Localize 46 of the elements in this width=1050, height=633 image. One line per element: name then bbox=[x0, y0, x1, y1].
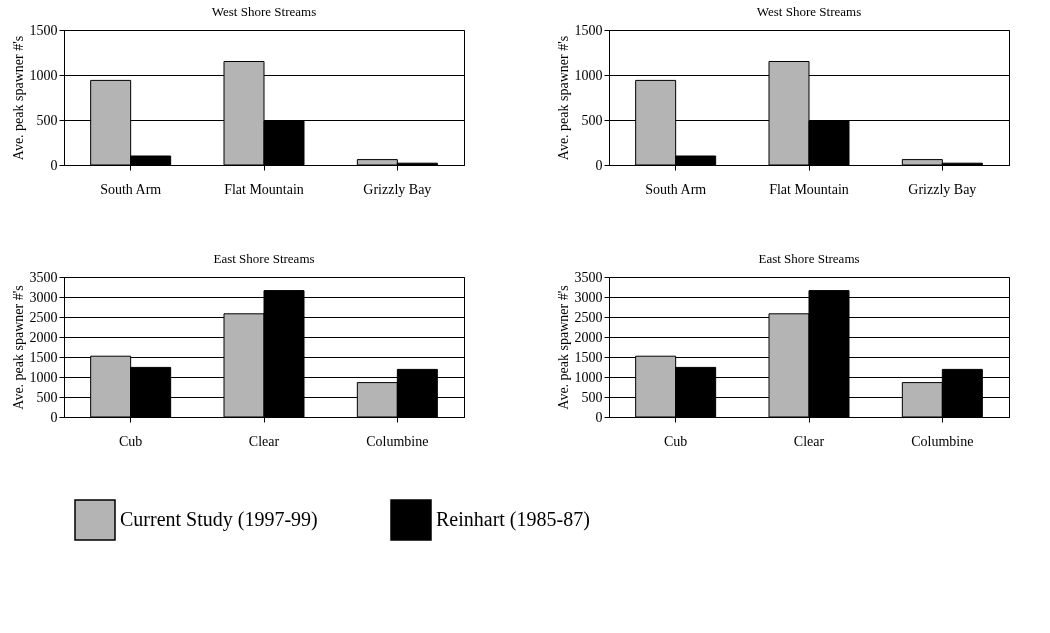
x-tick-label: Columbine bbox=[911, 433, 974, 449]
y-axis-title: Ave. peak spawner #'s bbox=[10, 35, 26, 161]
y-axis-title: Ave. peak spawner #'s bbox=[555, 285, 571, 410]
y-tick-label: 1000 bbox=[574, 369, 603, 385]
y-tick-label: 1500 bbox=[574, 22, 603, 38]
y-axis-title: Ave. peak spawner #'s bbox=[10, 285, 26, 410]
chart-title: West Shore Streams bbox=[756, 4, 862, 19]
y-tick-label: 500 bbox=[36, 112, 58, 128]
y-tick-label: 3000 bbox=[29, 289, 58, 305]
x-tick-label: South Arm bbox=[100, 181, 162, 197]
chart-title: East Shore Streams bbox=[213, 251, 315, 266]
y-axis-title: Ave. peak spawner #'s bbox=[555, 35, 571, 161]
y-tick-label: 2000 bbox=[574, 329, 603, 345]
x-tick-label: South Arm bbox=[645, 181, 707, 197]
y-tick-label: 1000 bbox=[29, 67, 58, 83]
y-tick-label: 500 bbox=[581, 389, 603, 405]
x-tick-label: Grizzly Bay bbox=[908, 181, 977, 197]
legend-label: Reinhart (1985-87) bbox=[436, 508, 590, 531]
x-tick-label: Flat Mountain bbox=[224, 181, 304, 197]
y-tick-label: 1000 bbox=[29, 369, 58, 385]
chart-title: West Shore Streams bbox=[211, 4, 317, 19]
x-tick-label: Columbine bbox=[366, 433, 429, 449]
y-tick-label: 2000 bbox=[29, 329, 58, 345]
x-tick-label: Flat Mountain bbox=[769, 181, 849, 197]
y-tick-label: 3500 bbox=[29, 269, 58, 285]
y-tick-label: 0 bbox=[595, 157, 603, 173]
legend-label: Current Study (1997-99) bbox=[120, 508, 318, 531]
x-tick-label: Cub bbox=[663, 433, 688, 449]
y-tick-label: 1000 bbox=[574, 67, 603, 83]
y-tick-label: 500 bbox=[581, 112, 603, 128]
y-tick-label: 2500 bbox=[574, 309, 603, 325]
x-tick-label: Clear bbox=[793, 433, 825, 449]
y-tick-label: 0 bbox=[50, 157, 58, 173]
x-tick-label: Grizzly Bay bbox=[363, 181, 432, 197]
y-tick-label: 0 bbox=[595, 409, 603, 425]
y-tick-label: 0 bbox=[50, 409, 58, 425]
y-tick-label: 3000 bbox=[574, 289, 603, 305]
x-tick-label: Clear bbox=[248, 433, 280, 449]
y-tick-label: 2500 bbox=[29, 309, 58, 325]
chart-title: East Shore Streams bbox=[758, 251, 860, 266]
y-tick-label: 1500 bbox=[574, 349, 603, 365]
y-tick-label: 1500 bbox=[29, 22, 58, 38]
x-tick-label: Cub bbox=[118, 433, 143, 449]
y-tick-label: 3500 bbox=[574, 269, 603, 285]
y-tick-label: 500 bbox=[36, 389, 58, 405]
y-tick-label: 1500 bbox=[29, 349, 58, 365]
